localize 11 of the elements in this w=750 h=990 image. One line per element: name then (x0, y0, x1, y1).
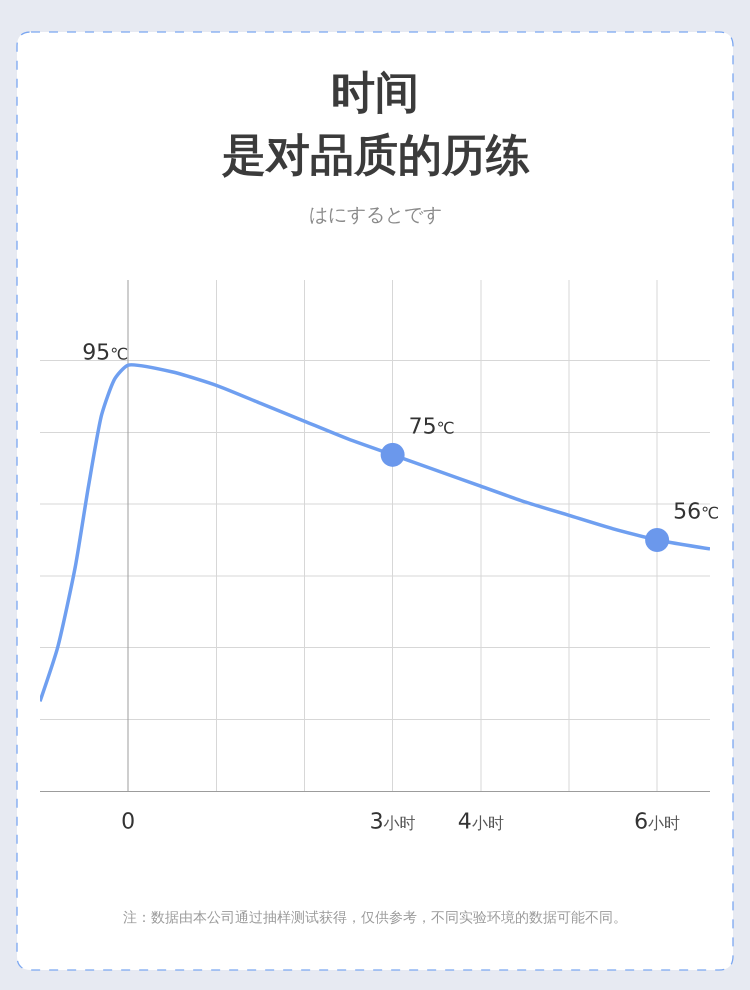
data-label: 75℃ (408, 414, 455, 440)
text: はにするとです (309, 204, 442, 226)
x-tick-label: 6小时 (634, 809, 680, 834)
chart-subtitle: 是对品质的历练 (221, 130, 530, 181)
x-tick-label: 0 (121, 809, 136, 834)
data-label: 56℃ (673, 499, 720, 524)
x-tick-label: 4小时 (458, 809, 504, 834)
text: 注：数据由本公司通过抽样测试获得，仅供参考，不同实验环境的数据可能不同。 (123, 910, 627, 926)
x-tick-label: 3小时 (370, 809, 416, 834)
data-label: 95℃ (82, 340, 128, 366)
chart-title: 时间 (331, 67, 419, 118)
